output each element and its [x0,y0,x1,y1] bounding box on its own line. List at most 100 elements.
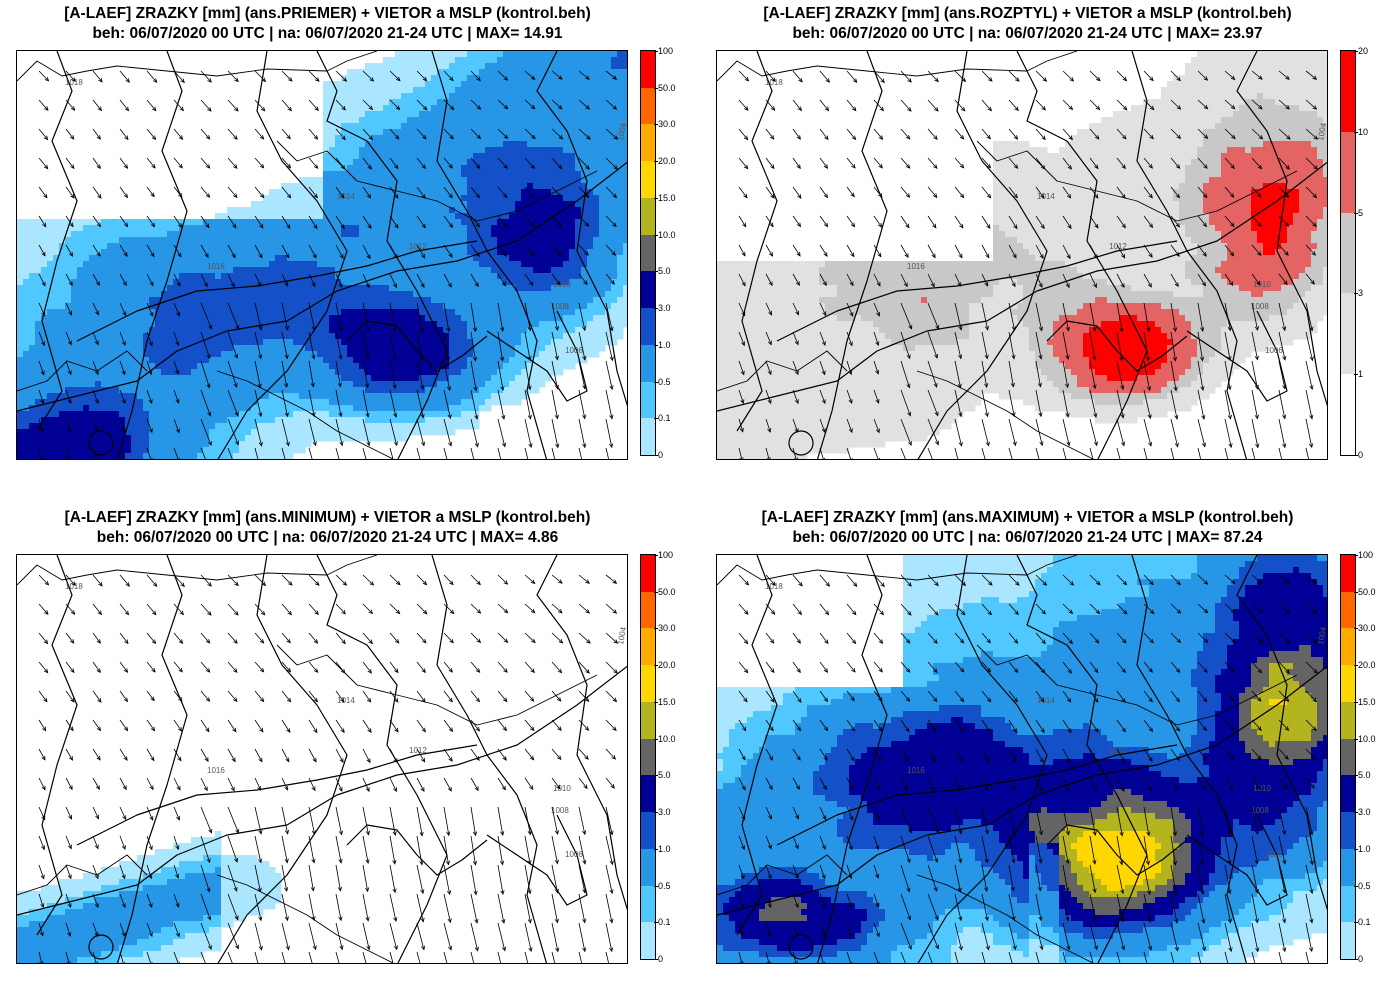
panel-title: [A-LAEF] ZRAZKY [mm] (ans.PRIEMER) + VIE… [0,4,655,44]
colorbar-tick-mark [654,922,658,924]
colorbar-segment [1341,555,1355,593]
isobar-label: 1016 [907,262,925,271]
colorbar-tick-mark [654,234,658,236]
isobar-label: 1008 [1251,806,1269,815]
title-line-2: beh: 06/07/2020 00 UTC | na: 06/07/2020 … [792,25,1263,42]
colorbar-segment [641,738,655,776]
colorbar-tick-label: 50.0 [658,82,676,93]
colorbar-tick-label: 50.0 [1358,586,1376,597]
isobar-label: 1006 [565,346,583,355]
isobars-and-borders [17,555,627,963]
colorbar-tick-label: 5.0 [658,770,671,781]
isobar-label: 1004 [1316,122,1328,142]
colorbar-segment [1341,885,1355,923]
isobar-label: 1008 [551,806,569,815]
colorbar-tick-label: 1 [1358,369,1364,380]
colorbar-tick-label: 10.0 [1358,733,1376,744]
colorbar [1340,50,1356,456]
colorbar-tick-mark [654,344,658,346]
colorbar-tick-label: 10.0 [658,229,676,240]
colorbar-tick-mark [1354,885,1358,887]
colorbar-tick-label: 3.0 [658,303,671,314]
colorbar-tick-mark [1354,701,1358,703]
colorbar-tick-label: 3.0 [1358,807,1371,818]
colorbar-tick-mark [1354,455,1358,456]
colorbar-segment [641,418,655,456]
title-line-1: [A-LAEF] ZRAZKY [mm] (ans.MAXIMUM) + VIE… [761,509,1294,526]
colorbar-tick-label: 30.0 [658,623,676,634]
colorbar-tick-mark [654,665,658,667]
colorbar-segment [641,812,655,850]
isobar-label: 1004 [616,122,628,142]
isobar-label: 1006 [1265,850,1283,859]
colorbar-tick-label: 0.5 [658,880,671,891]
colorbar-segment [1341,665,1355,703]
colorbar-segment [641,701,655,740]
colorbar-tick-label: 50.0 [658,586,676,597]
colorbar-tick-mark [654,959,658,960]
isobar-label: 1008 [551,302,569,311]
colorbar-tick-label: 15.0 [1358,696,1376,707]
colorbar-segment [641,87,655,125]
precipitation-map: 1018 1016 1014 1012 1010 1008 1006 1004 [16,50,628,460]
colorbar-tick-label: 3.0 [658,807,671,818]
colorbar-tick-label: 20.0 [658,660,676,671]
colorbar-tick-mark [654,628,658,630]
colorbar-tick-mark [1354,293,1358,295]
title-line-2: beh: 06/07/2020 00 UTC | na: 06/07/2020 … [92,25,563,42]
isobar-label: 1014 [337,696,355,705]
colorbar [640,554,656,960]
colorbar-tick-label: 30.0 [658,119,676,130]
isobar-label: 1014 [337,192,355,201]
colorbar-segment [1341,628,1355,666]
colorbar-segment [1341,775,1355,813]
colorbar-tick-label: 0 [1358,450,1364,460]
colorbar-tick-mark [654,161,658,163]
isobars-and-borders [717,555,1327,963]
colorbar-tick-mark [654,591,658,593]
colorbar-tick-mark [654,775,658,777]
panel-spread: [A-LAEF] ZRAZKY [mm] (ans.ROZPTYL) + VIE… [700,0,1400,504]
colorbar-tick-label: 0.5 [1358,880,1371,891]
colorbar-tick-mark [1354,812,1358,814]
colorbar-segment [1341,848,1355,887]
colorbar-segment [641,234,655,272]
colorbar-tick-mark [654,738,658,740]
colorbar-segment [641,628,655,666]
panel-title: [A-LAEF] ZRAZKY [mm] (ans.MAXIMUM) + VIE… [700,508,1355,548]
title-line-1: [A-LAEF] ZRAZKY [mm] (ans.MINIMUM) + VIE… [64,509,591,526]
isobar-label: 1018 [65,78,83,87]
colorbar-segment [641,555,655,593]
colorbar-segment [1341,51,1355,133]
precip-field [17,51,627,459]
colorbar-segment [641,665,655,703]
colorbar-tick-label: 15.0 [658,192,676,203]
colorbar-tick-mark [654,455,658,456]
colorbar-tick-label: 30.0 [1358,623,1376,634]
colorbar-tick-mark [654,885,658,887]
colorbar-tick-label: 1.0 [1358,843,1371,854]
colorbar-tick-label: 3 [1358,288,1364,299]
colorbar [640,50,656,456]
colorbar-segment [641,344,655,383]
colorbar-tick-mark [654,271,658,273]
colorbar-tick-mark [1354,848,1358,850]
colorbar-segment [1341,738,1355,776]
colorbar-tick-mark [1354,131,1358,133]
colorbar-tick-label: 0 [1358,954,1364,964]
isobar-label: 1008 [1251,302,1269,311]
colorbar-tick-label: 20.0 [1358,660,1376,671]
colorbar-tick-mark [1354,591,1358,593]
isobar-label: 1004 [616,626,628,646]
isobar-label: 1018 [765,78,783,87]
colorbar-segment [641,922,655,960]
isobar-label: 1010 [553,280,571,289]
colorbar-tick-mark [654,418,658,420]
title-line-2: beh: 06/07/2020 00 UTC | na: 06/07/2020 … [792,529,1263,546]
colorbar-segment [641,161,655,199]
colorbar-tick-mark [1354,51,1358,52]
wind-arrows [738,70,1319,459]
